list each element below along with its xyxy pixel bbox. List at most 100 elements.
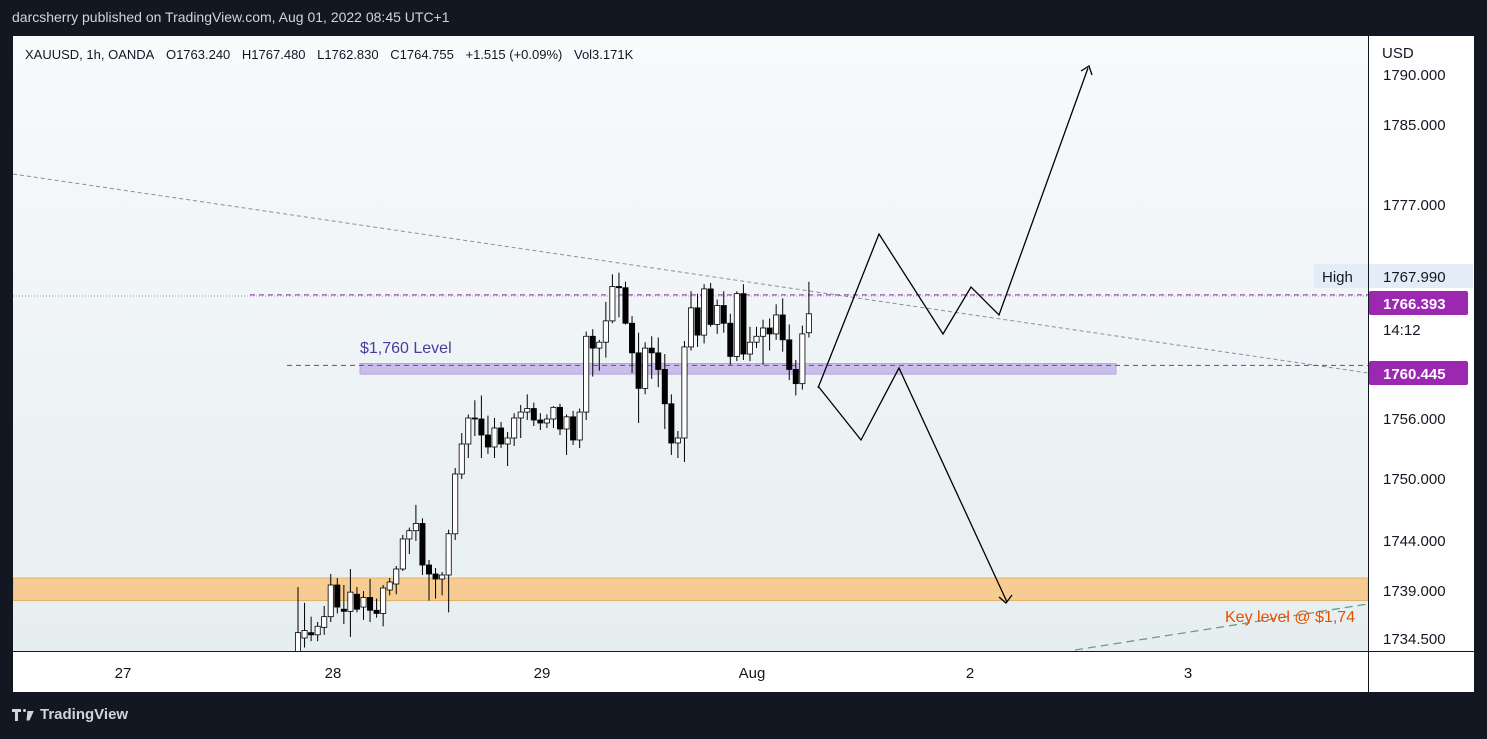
candle [622, 281, 629, 325]
candle [733, 291, 740, 362]
candle-body [419, 523, 426, 566]
candle-body [380, 587, 387, 614]
candle [334, 578, 341, 614]
plot-layer: $1,760 Level Key level @ $1,74 [13, 65, 1368, 651]
candle-body [327, 584, 334, 618]
candle [557, 403, 564, 435]
candle-body [425, 564, 432, 575]
candle [642, 342, 649, 395]
candle-body [465, 417, 472, 445]
candle-body [792, 369, 799, 385]
candle [661, 354, 668, 429]
candle-body [471, 417, 478, 420]
candle-body [707, 288, 714, 325]
candle-body [681, 346, 688, 439]
y-tick-label: 1734.500 [1383, 631, 1446, 648]
candle [452, 468, 459, 540]
candle-body [432, 573, 439, 580]
candle-body [615, 286, 622, 289]
tradingview-logo-icon [12, 708, 34, 721]
candle [563, 414, 570, 455]
candle [373, 598, 380, 618]
candle [694, 293, 701, 347]
open-value: O1763.240 [165, 47, 231, 62]
level-price-text: 1760.445 [1383, 366, 1446, 383]
x-tick-label: 27 [115, 665, 132, 682]
candle-body [799, 333, 806, 385]
y-tick-label: 1744.000 [1383, 533, 1446, 550]
candle-body [642, 347, 649, 389]
y-tick-label: 1756.000 [1383, 411, 1446, 428]
candle-body [576, 411, 583, 441]
candle [701, 284, 708, 344]
candle [445, 529, 452, 613]
x-tick-label: 2 [966, 665, 974, 682]
tradingview-brand: TradingView [40, 706, 129, 723]
candle-body [530, 408, 537, 421]
candle-body [746, 341, 753, 355]
level-band-1760 [359, 363, 1117, 375]
candle [760, 319, 767, 365]
candle-body [733, 293, 740, 357]
candle-body [524, 408, 531, 413]
candle-body [543, 418, 550, 424]
candle [727, 313, 734, 365]
candle-body [367, 597, 374, 611]
candle [714, 299, 721, 334]
high-value-text: 1767.990 [1383, 269, 1446, 286]
currency-label[interactable]: USD [1382, 45, 1414, 62]
candle-body [550, 406, 557, 420]
candle-body [635, 352, 642, 389]
candle-body [766, 327, 773, 335]
candle [419, 518, 426, 575]
candle-body [648, 347, 655, 354]
candle [491, 418, 498, 458]
candle-body [406, 530, 413, 540]
candle-body [439, 574, 446, 580]
candle [478, 395, 485, 458]
candle [576, 408, 583, 448]
change-value: +1.515 (+0.09%) [465, 47, 563, 62]
arrow-head-down [998, 594, 1013, 604]
candle [360, 591, 367, 620]
candle-body [655, 352, 662, 370]
candle [517, 404, 524, 438]
candle-body [294, 632, 301, 651]
candle [615, 272, 622, 318]
candle-body [589, 335, 596, 349]
candle [779, 298, 786, 352]
candle [583, 331, 590, 420]
candle-body [557, 406, 564, 430]
candle [393, 566, 400, 595]
candle-body [563, 416, 570, 430]
candle-body [602, 320, 609, 343]
candle [524, 394, 531, 420]
countdown-text: 14:12 [1383, 322, 1421, 339]
symbol-info: XAUUSD, 1h, OANDA O1763.240 H1767.480 L1… [25, 47, 641, 62]
candle [321, 606, 328, 635]
y-tick-label: 1750.000 [1383, 471, 1446, 488]
candle [805, 281, 812, 338]
candle [688, 291, 695, 351]
candle [753, 326, 760, 349]
candle-body [321, 616, 328, 628]
candle-body [511, 417, 518, 439]
candle-body [570, 416, 577, 441]
x-tick-label: 28 [325, 665, 342, 682]
candle-body [701, 288, 708, 336]
candle-body [720, 305, 727, 324]
candle-body [596, 341, 603, 349]
candle-body [360, 597, 367, 608]
candle-body [373, 609, 380, 614]
symbol-name: XAUUSD, 1h, OANDA [25, 47, 155, 62]
arrow-head-up [1080, 65, 1093, 76]
x-tick-label: 29 [534, 665, 551, 682]
candle [386, 578, 393, 596]
candle [766, 318, 773, 351]
candle-body [674, 437, 681, 444]
candle [301, 602, 308, 648]
publisher-header: darcsherry published on TradingView.com,… [12, 9, 450, 25]
candle [635, 332, 642, 423]
candle [674, 431, 681, 458]
